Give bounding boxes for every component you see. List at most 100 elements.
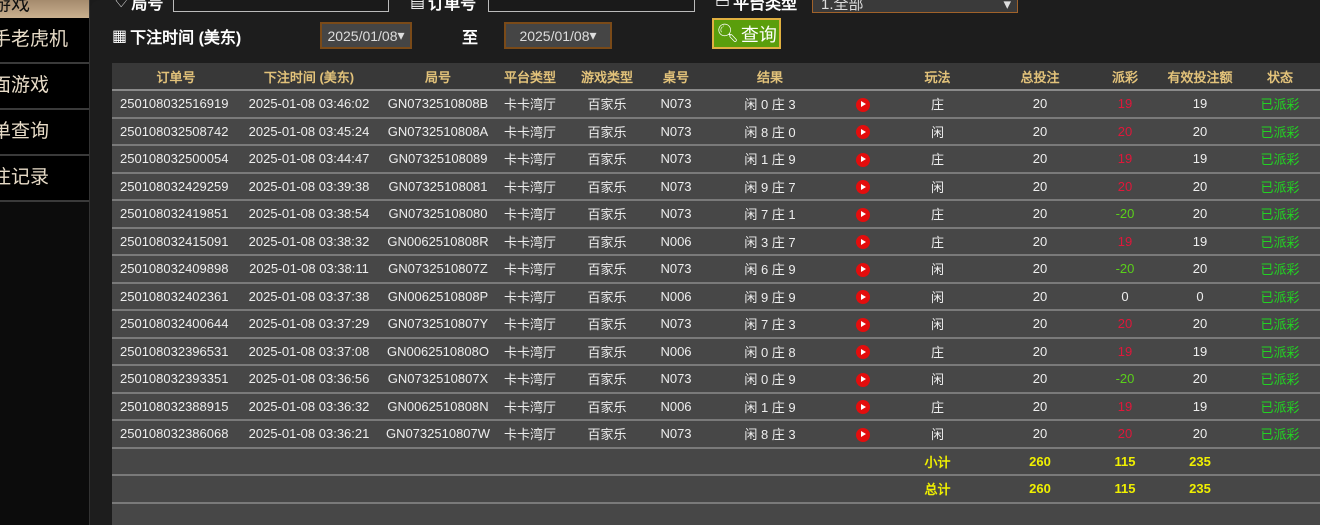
play-video-icon[interactable] (855, 345, 870, 360)
sidebar-item-order-query[interactable]: 单查询 (0, 110, 89, 156)
result-cell: 闲 9 庄 9 (700, 282, 840, 311)
play-video-icon[interactable] (855, 180, 870, 195)
valid-bet-cell: 0 (1160, 282, 1240, 311)
round-id-cell: GN0732510808A (378, 117, 498, 146)
column-header: 游戏类型 (562, 63, 652, 91)
round-id-cell: GN07325108080 (378, 200, 498, 229)
play-cell: 庄 (885, 200, 990, 229)
play-cell: 庄 (885, 90, 990, 119)
round-id-cell: GN07325108089 (378, 145, 498, 174)
play-video-icon[interactable] (855, 152, 870, 167)
sidebar-item-table-games[interactable]: 面游戏 (0, 64, 89, 110)
order-id-cell: 250108032516919 (112, 90, 240, 119)
game-type-cell: 百家乐 (562, 392, 652, 421)
empty-cell (1240, 475, 1320, 504)
subtotal-total-bet: 260 (990, 447, 1090, 476)
table-row: 250108032402361 2025-01-08 03:37:38 GN0062… (112, 282, 1320, 311)
round-input[interactable] (173, 0, 389, 12)
order-id-cell: 250108032386068 (112, 420, 240, 449)
platform-cell: 卡卡湾厅 (498, 172, 562, 201)
play-video-icon[interactable] (855, 317, 870, 332)
column-header: 桌号 (652, 63, 700, 91)
subtotal-valid-bet: 235 (1160, 447, 1240, 476)
round-label: ♡ 局号 (114, 0, 163, 14)
status-cell: 已派彩 (1240, 392, 1320, 421)
total-bet-cell: 20 (990, 365, 1090, 394)
play-video-icon[interactable] (855, 207, 870, 222)
payout-cell: 19 (1090, 227, 1160, 256)
play-video-icon[interactable] (855, 125, 870, 140)
play-cell: 闲 (885, 282, 990, 311)
result-cell: 闲 0 庄 8 (700, 337, 840, 366)
table-no-cell: N073 (652, 117, 700, 146)
play-cell: 闲 (885, 420, 990, 449)
payout-cell: 20 (1090, 172, 1160, 201)
table-row: 250108032516919 2025-01-08 03:46:02 GN0732… (112, 90, 1320, 119)
table-no-cell: N006 (652, 392, 700, 421)
calendar-icon: ▦ (112, 28, 128, 45)
play-video-icon[interactable] (855, 262, 870, 277)
play-cell: 闲 (885, 172, 990, 201)
total-bet-cell: 20 (990, 282, 1090, 311)
play-video-icon[interactable] (855, 290, 870, 305)
column-header: 局号 (378, 63, 498, 91)
game-type-cell: 百家乐 (562, 282, 652, 311)
time-label: ▦ 下注时间 (美东) (112, 24, 241, 48)
platform-select-value: 1.全部 (821, 0, 864, 13)
replay-cell (840, 365, 885, 394)
table-row: 250108032415091 2025-01-08 03:38:32 GN0062… (112, 227, 1320, 256)
platform-cell: 卡卡湾厅 (498, 365, 562, 394)
tag-icon: ♡ (114, 0, 129, 11)
play-video-icon[interactable] (855, 97, 870, 112)
payout-cell: 19 (1090, 145, 1160, 174)
total-bet-cell: 20 (990, 255, 1090, 284)
table-no-cell: N073 (652, 90, 700, 119)
valid-bet-cell: 19 (1160, 90, 1240, 119)
total-bet-cell: 20 (990, 227, 1090, 256)
result-cell: 闲 7 庄 3 (700, 310, 840, 339)
platform-cell: 卡卡湾厅 (498, 255, 562, 284)
document-icon: ▤ (410, 0, 426, 11)
date-to-picker[interactable]: 2025/01/08 ▾ (504, 22, 612, 49)
bet-time-cell: 2025-01-08 03:38:54 (240, 200, 378, 229)
status-cell: 已派彩 (1240, 227, 1320, 256)
platform-cell: 卡卡湾厅 (498, 145, 562, 174)
table-row: 250108032409898 2025-01-08 03:38:11 GN0732… (112, 255, 1320, 284)
total-bet-cell: 20 (990, 90, 1090, 119)
status-cell: 已派彩 (1240, 255, 1320, 284)
order-label: ▤ 订单号 (410, 0, 476, 14)
sidebar-item-bet-records[interactable]: 注记录 (0, 156, 89, 202)
order-input[interactable] (488, 0, 695, 12)
payout-cell: -20 (1090, 255, 1160, 284)
date-to-value: 2025/01/08 (519, 27, 590, 44)
replay-cell (840, 117, 885, 146)
table-header: 订单号 下注时间 (美东) 局号 平台类型 游戏类型 桌号 结果 玩法 总投注 派彩 有效投注额 状态 (112, 63, 1320, 91)
play-video-icon[interactable] (855, 427, 870, 442)
column-header: 有效投注额 (1160, 63, 1240, 91)
sidebar-item-games[interactable]: 游戏 (0, 0, 89, 18)
date-from-picker[interactable]: 2025/01/08 ▾ (320, 22, 412, 49)
subtotal-payout: 115 (1090, 447, 1160, 476)
payout-cell: 20 (1090, 117, 1160, 146)
payout-cell: 20 (1090, 310, 1160, 339)
replay-cell (840, 145, 885, 174)
result-cell: 闲 1 庄 9 (700, 392, 840, 421)
play-video-icon[interactable] (855, 235, 870, 250)
valid-bet-cell: 19 (1160, 227, 1240, 256)
subtotal-label: 小计 (885, 447, 990, 476)
total-bet-cell: 20 (990, 200, 1090, 229)
play-video-icon[interactable] (855, 400, 870, 415)
play-cell: 闲 (885, 365, 990, 394)
replay-cell (840, 337, 885, 366)
query-button[interactable]: 🔍︎ 查询 (712, 18, 781, 49)
column-header: 平台类型 (498, 63, 562, 91)
order-id-cell: 250108032396531 (112, 337, 240, 366)
payout-cell: 19 (1090, 392, 1160, 421)
play-video-icon[interactable] (855, 372, 870, 387)
table-no-cell: N073 (652, 255, 700, 284)
platform-select[interactable]: 1.全部 ▾ (812, 0, 1018, 13)
play-cell: 闲 (885, 310, 990, 339)
game-type-cell: 百家乐 (562, 200, 652, 229)
sidebar-item-slots[interactable]: 手老虎机 (0, 18, 89, 64)
table-no-cell: N073 (652, 365, 700, 394)
